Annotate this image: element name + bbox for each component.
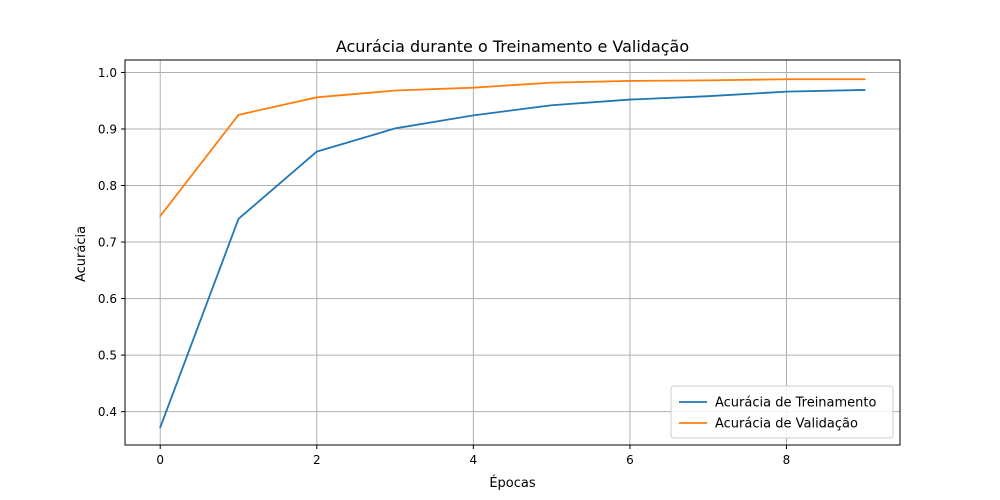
x-tick-label: 8 [783, 453, 791, 467]
legend-label: Acurácia de Treinamento [715, 396, 877, 411]
series-lines [159, 78, 866, 429]
y-tick-label: 0.6 [98, 292, 117, 306]
training-accuracy-line [159, 89, 866, 429]
y-tick-label: 1.0 [98, 66, 117, 80]
y-tick-label: 0.8 [98, 179, 117, 193]
grid [125, 60, 900, 445]
legend: Acurácia de Treinamento Acurácia de Valid… [670, 385, 894, 439]
y-tick-label: 0.4 [98, 405, 117, 419]
plot-frame [124, 59, 901, 446]
x-tick-label: 0 [156, 453, 164, 467]
y-tick-label: 0.9 [98, 122, 117, 136]
y-tick-label: 0.7 [98, 236, 117, 250]
y-tick-label: 0.5 [98, 349, 117, 363]
x-tick-label: 4 [470, 453, 478, 467]
x-tick-label: 2 [313, 453, 321, 467]
validation-accuracy-line [159, 78, 866, 217]
axis-ticks: 0 2 4 6 8 0.4 0.5 0.6 0.7 0.8 0.9 1.0 [98, 66, 790, 467]
legend-label: Acurácia de Validação [715, 417, 858, 432]
x-axis-label: Épocas [489, 475, 536, 491]
legend-box [670, 385, 894, 439]
chart-title: Acurácia durante o Treinamento e Validaç… [336, 37, 689, 56]
y-axis-label: Acurácia [74, 226, 89, 282]
x-tick-label: 6 [626, 453, 634, 467]
